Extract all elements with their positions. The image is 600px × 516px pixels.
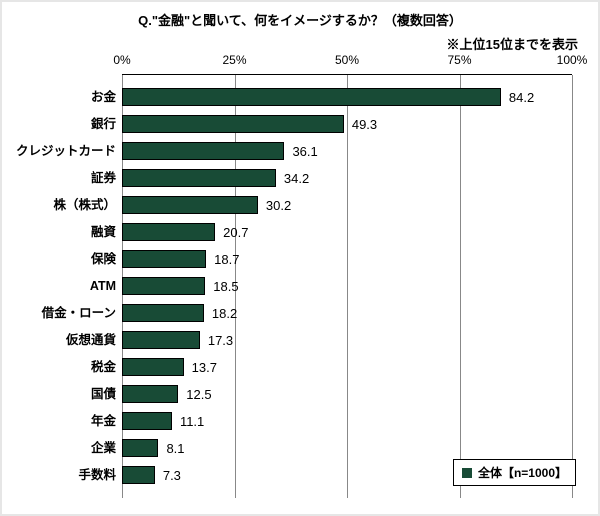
bar-row: 税金13.7 (122, 357, 217, 377)
value-label: 18.2 (212, 306, 237, 321)
bar (122, 439, 158, 457)
category-label: 株（株式） (4, 195, 116, 215)
bar (122, 304, 204, 322)
bar-row: ATM18.5 (122, 276, 239, 296)
category-label: 借金・ローン (4, 303, 116, 323)
value-label: 34.2 (284, 171, 309, 186)
value-label: 49.3 (352, 117, 377, 132)
axis-tick-label: 0% (113, 53, 130, 67)
bar-row: 企業8.1 (122, 438, 185, 458)
axis-tick-label: 75% (447, 53, 471, 67)
value-label: 20.7 (223, 225, 248, 240)
value-label: 7.3 (163, 468, 181, 483)
category-label: 仮想通貨 (4, 330, 116, 350)
value-label: 12.5 (186, 387, 211, 402)
bar (122, 115, 344, 133)
bar-row: 融資20.7 (122, 222, 248, 242)
bar (122, 196, 258, 214)
category-label: 銀行 (4, 114, 116, 134)
bar (122, 277, 205, 295)
chart-subtitle: ※上位15位までを表示 (447, 34, 578, 53)
bar-row: 銀行49.3 (122, 114, 377, 134)
category-label: 企業 (4, 438, 116, 458)
bar-row: 借金・ローン18.2 (122, 303, 237, 323)
value-label: 18.5 (213, 279, 238, 294)
value-label: 36.1 (292, 144, 317, 159)
category-label: 年金 (4, 411, 116, 431)
grid-line (347, 75, 348, 498)
axis-tick-label: 100% (557, 53, 588, 67)
bar-row: 証券34.2 (122, 168, 309, 188)
bar-row: クレジットカード36.1 (122, 141, 318, 161)
bar (122, 88, 501, 106)
bar (122, 250, 206, 268)
value-label: 11.1 (180, 414, 204, 429)
grid-line (572, 75, 573, 498)
grid-line (460, 75, 461, 498)
chart-title: Q."金融"と聞いて、何をイメージするか？（複数回答） (2, 10, 598, 29)
plot-area: 0%25%50%75%100%お金84.2銀行49.3クレジットカード36.1証… (122, 74, 572, 498)
category-label: 手数料 (4, 465, 116, 485)
axis-tick-label: 25% (222, 53, 246, 67)
bar-row: 年金11.1 (122, 411, 204, 431)
category-label: 保険 (4, 249, 116, 269)
value-label: 8.1 (166, 441, 184, 456)
value-label: 13.7 (192, 360, 217, 375)
value-label: 18.7 (214, 252, 239, 267)
bar (122, 466, 155, 484)
bar (122, 385, 178, 403)
bar (122, 169, 276, 187)
category-label: 融資 (4, 222, 116, 242)
bar-row: 仮想通貨17.3 (122, 330, 233, 350)
bar-row: 保険18.7 (122, 249, 239, 269)
category-label: 税金 (4, 357, 116, 377)
value-label: 30.2 (266, 198, 291, 213)
category-label: クレジットカード (4, 141, 116, 161)
bar (122, 412, 172, 430)
chart-frame: Q."金融"と聞いて、何をイメージするか？（複数回答） ※上位15位までを表示 … (0, 0, 600, 516)
bar (122, 223, 215, 241)
axis-tick-label: 50% (335, 53, 359, 67)
value-label: 84.2 (509, 90, 534, 105)
bar-row: 国債12.5 (122, 384, 212, 404)
bar (122, 331, 200, 349)
value-label: 17.3 (208, 333, 233, 348)
legend-label: 全体【n=1000】 (478, 464, 567, 481)
bar (122, 142, 284, 160)
bar-row: 手数料7.3 (122, 465, 181, 485)
category-label: ATM (4, 276, 116, 296)
legend: 全体【n=1000】 (453, 459, 576, 486)
bar-row: お金84.2 (122, 87, 534, 107)
category-label: 国債 (4, 384, 116, 404)
legend-swatch (462, 468, 472, 478)
bar (122, 358, 184, 376)
category-label: お金 (4, 87, 116, 107)
bar-row: 株（株式）30.2 (122, 195, 291, 215)
category-label: 証券 (4, 168, 116, 188)
